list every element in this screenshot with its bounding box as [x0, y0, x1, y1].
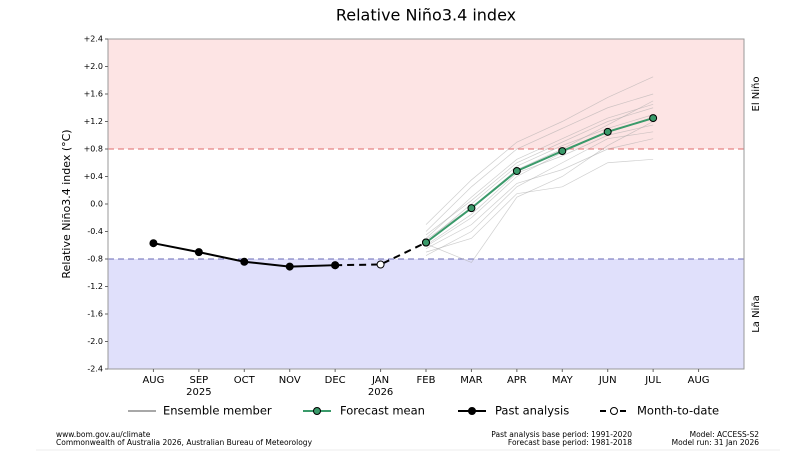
ensemble-line	[425, 158, 654, 253]
ensemble-line	[425, 93, 654, 232]
y-tick-label: -2.0	[87, 337, 103, 346]
y-tick-label: -2.4	[87, 365, 103, 374]
series-marker	[149, 239, 158, 248]
series-marker	[512, 167, 521, 175]
x-tick-label: OCT	[234, 375, 256, 386]
legend-label: Forecast mean	[340, 404, 425, 418]
y-tick-label: +0.4	[84, 172, 103, 181]
threshold-region	[108, 259, 744, 369]
x-tick-label: MAY	[552, 375, 574, 386]
series-marker	[285, 262, 294, 271]
legend-label: Month-to-date	[637, 404, 719, 418]
y-tick-label: +2.4	[84, 35, 103, 44]
threshold-label: El Niño	[751, 77, 762, 112]
legend-marker	[468, 407, 476, 415]
x-tick-label: MAR	[460, 375, 482, 386]
threshold-label: La Niña	[751, 295, 762, 333]
series-marker	[331, 261, 340, 270]
y-tick-label: -1.6	[87, 310, 103, 319]
y-tick-label: +1.6	[84, 90, 103, 99]
y-tick-label: +1.2	[84, 117, 103, 126]
footer-text: Past analysis base period: 1991-2020	[491, 430, 632, 439]
ensemble-line	[425, 121, 654, 263]
series-marker	[649, 114, 658, 123]
ensemble-line	[425, 131, 654, 256]
x-tick-label: AUG	[688, 375, 710, 386]
ensemble-line	[425, 103, 654, 239]
x-tick-label: JUN	[598, 375, 617, 386]
footer-text: www.bom.gov.au/climate	[56, 430, 151, 439]
series-marker	[240, 257, 249, 266]
series-marker	[467, 204, 476, 213]
footer-text: Model run: 31 Jan 2026	[672, 438, 760, 447]
ensemble-line	[425, 107, 654, 236]
series-marker	[376, 260, 385, 269]
ensemble-line	[425, 114, 654, 243]
legend-label: Past analysis	[495, 404, 569, 418]
x-tick-label: JAN	[371, 375, 389, 386]
x-tick-sublabel: 2026	[368, 387, 393, 398]
footer-text: Forecast base period: 1981-2018	[508, 438, 632, 447]
series-marker	[194, 248, 203, 257]
series-marker	[422, 238, 430, 247]
x-tick-label: APR	[507, 375, 527, 386]
legend-marker	[313, 407, 321, 415]
x-tick-label: DEC	[325, 375, 346, 386]
y-tick-label: +2.0	[84, 62, 103, 71]
series-line	[425, 117, 654, 244]
y-tick-label: -0.8	[87, 255, 103, 264]
legend-label: Ensemble member	[163, 404, 272, 418]
x-tick-label: NOV	[279, 375, 301, 386]
y-tick-label: +0.8	[84, 145, 103, 154]
footer-text: Commonwealth of Australia 2026, Australi…	[56, 438, 313, 447]
series-line	[335, 241, 427, 267]
y-tick-label: -1.2	[87, 282, 103, 291]
x-tick-label: JUL	[644, 375, 661, 386]
series-marker	[603, 127, 612, 136]
x-tick-label: SEP	[190, 375, 209, 386]
threshold-region	[108, 39, 744, 149]
x-tick-label: FEB	[417, 375, 436, 386]
series-marker	[558, 147, 567, 156]
y-tick-label: 0.0	[90, 200, 103, 209]
ensemble-line	[425, 76, 654, 225]
footer-text: Model: ACCESS-S2	[690, 430, 760, 439]
x-tick-label: AUG	[142, 375, 164, 386]
y-axis-label: Relative Niño3.4 index (°C)	[60, 129, 73, 278]
y-tick-label: -0.4	[87, 227, 103, 236]
chart-title: Relative Niño3.4 index	[336, 6, 516, 25]
ensemble-line	[425, 138, 654, 249]
legend-marker	[610, 407, 618, 415]
x-tick-sublabel: 2025	[186, 387, 211, 398]
